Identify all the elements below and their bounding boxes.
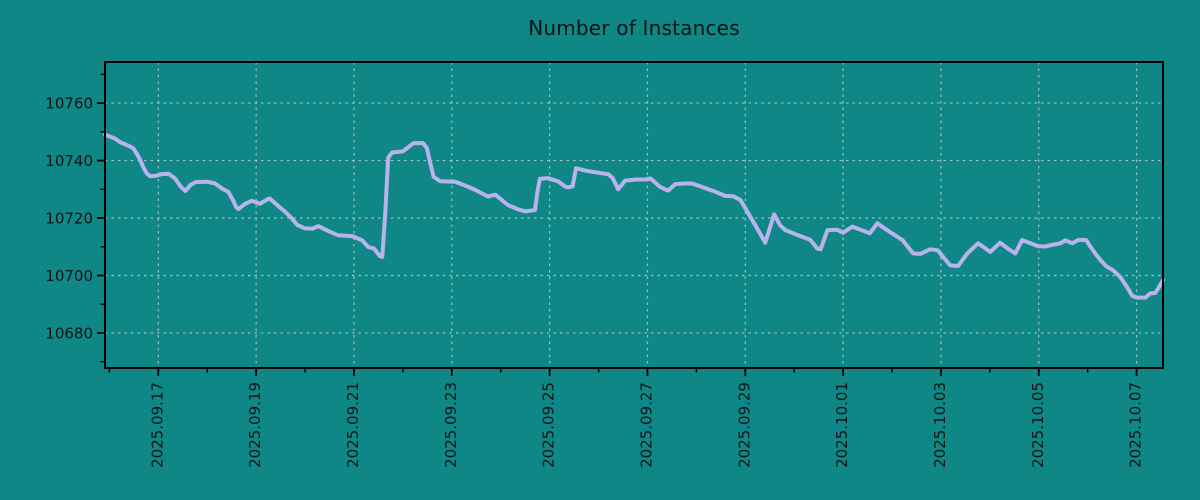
y-axis-tick-label: 10700 <box>45 267 93 285</box>
x-axis-tick-label: 2025.09.23 <box>442 382 460 468</box>
x-axis-tick-label: 2025.09.17 <box>148 382 166 468</box>
x-axis-tick-label: 2025.10.05 <box>1029 382 1047 468</box>
x-axis-tick-label: 2025.09.19 <box>246 382 264 468</box>
x-axis-tick-label: 2025.10.07 <box>1127 382 1145 468</box>
x-axis-tick-label: 2025.09.27 <box>637 382 655 468</box>
y-axis-tick-label: 10720 <box>45 209 93 227</box>
x-axis-tick-label: 2025.09.25 <box>540 382 558 468</box>
x-axis-tick-label: 2025.10.01 <box>833 382 851 468</box>
chart-title: Number of Instances <box>528 16 740 40</box>
y-axis-tick-label: 10680 <box>45 324 93 342</box>
x-axis-tick-label: 2025.09.21 <box>344 382 362 468</box>
y-axis-tick-label: 10760 <box>45 94 93 112</box>
x-axis-tick-label: 2025.10.03 <box>931 382 949 468</box>
data-line-instances <box>103 132 1165 300</box>
y-axis-tick-label: 10740 <box>45 152 93 170</box>
x-axis-tick-label: 2025.09.29 <box>735 382 753 468</box>
plot-border <box>104 61 1164 369</box>
